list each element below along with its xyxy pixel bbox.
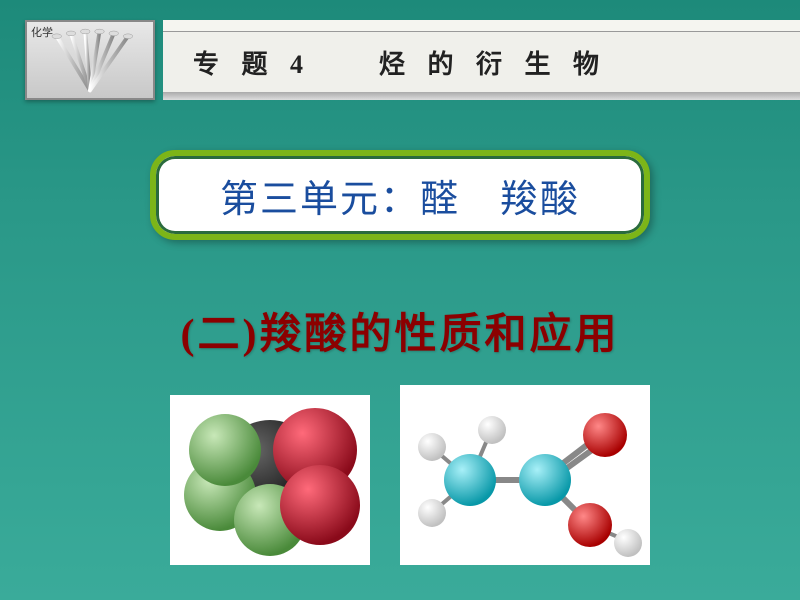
unit-title: 第三单元：醛 羧酸 <box>220 168 580 223</box>
title-bar: 专 题 4 烃 的 衍 生 物 <box>163 20 800 100</box>
logo-box: 化学 <box>25 20 155 100</box>
molecule-ballstick <box>400 385 650 565</box>
unit-box: 第三单元：醛 羧酸 <box>150 150 650 240</box>
molecule-spacefill <box>170 395 370 565</box>
topic-title: 专 题 4 烃 的 衍 生 物 <box>163 32 800 92</box>
subtitle: (二)羧酸的性质和应用 <box>181 300 620 361</box>
logo-label: 化学 <box>31 24 53 40</box>
header-bar: 化学 <box>25 20 800 100</box>
